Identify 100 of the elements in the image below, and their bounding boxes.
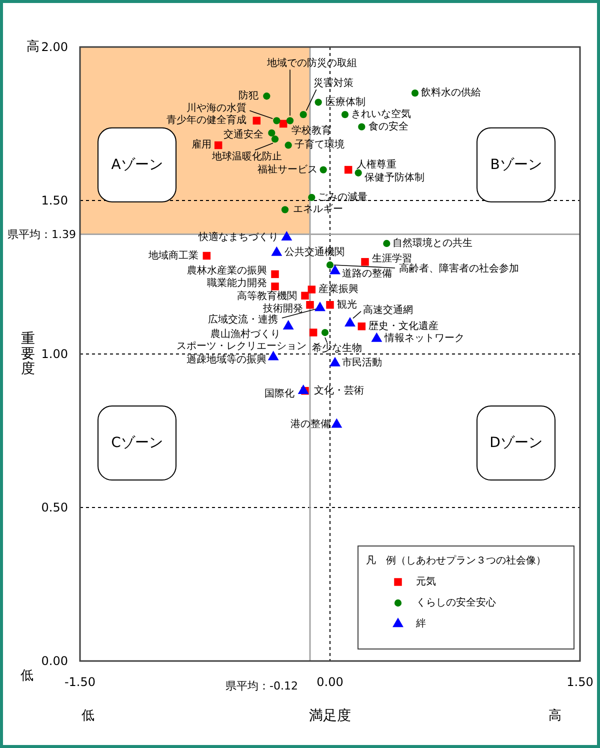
annotation: 防犯 — [238, 90, 259, 102]
point — [279, 120, 288, 128]
y-tick-label: 1.00 — [41, 347, 68, 361]
point — [284, 142, 292, 149]
point — [263, 92, 270, 100]
annotation: エネルギー — [293, 203, 343, 216]
point — [358, 123, 366, 130]
point — [268, 129, 276, 137]
point — [273, 117, 280, 124]
annotation: 雇用 — [191, 138, 212, 151]
x-tick-label: 1.50 — [566, 675, 594, 689]
annotation: 学校教育 — [291, 124, 332, 136]
ref-line-label: 県平均：-0.12 — [226, 680, 298, 692]
point — [371, 332, 382, 342]
ref-line-label: 県平均：1.39 — [8, 228, 76, 241]
point — [271, 282, 279, 290]
point — [252, 116, 261, 125]
point — [330, 264, 340, 274]
point — [271, 270, 279, 278]
annotation: 快適なまちづくり — [198, 230, 279, 243]
point — [344, 166, 352, 174]
point — [308, 194, 316, 201]
point — [298, 384, 309, 394]
point — [358, 322, 366, 330]
point — [286, 117, 294, 124]
point — [361, 258, 369, 266]
point — [330, 356, 340, 366]
annotation: 保健予防体制 — [364, 171, 424, 184]
legend-title: 凡 例（しあわせプラン３つの社会像） — [366, 554, 546, 566]
annotation: きれいな空気 — [351, 108, 411, 120]
annotation: 公共交通機関 — [284, 246, 345, 258]
legend-label: くらしの安全安心 — [416, 596, 496, 608]
point — [344, 316, 356, 326]
point — [331, 418, 342, 428]
point — [282, 320, 294, 330]
point — [308, 286, 316, 294]
legend-label: 絆 — [415, 618, 426, 630]
point — [326, 261, 334, 269]
point — [271, 136, 279, 143]
annotation: 福祉サービス — [257, 163, 318, 176]
legend-label: 元気 — [416, 576, 436, 588]
point — [411, 89, 419, 97]
annotation: 広域交流・連携 — [208, 313, 278, 326]
annotation: 飲料水の供給 — [421, 86, 481, 99]
point — [314, 302, 326, 312]
x-tick-label: -1.50 — [64, 675, 96, 689]
annotation: 地球温暖化防止 — [211, 150, 282, 163]
y-axis-title: 重要度 — [21, 331, 35, 377]
point — [383, 240, 390, 248]
annotation: 市民活動 — [342, 356, 382, 369]
annotation: 産業振興 — [318, 283, 359, 296]
annotation: 川や海の水質 — [186, 102, 247, 114]
annotation: 職業能力開発 — [207, 276, 267, 289]
annotation: 希少な生物 — [312, 342, 362, 354]
text: 高 — [26, 38, 40, 54]
annotation: 交通安全 — [224, 128, 264, 140]
annotation: 食の安全 — [368, 120, 409, 132]
annotation: 医療体制 — [325, 96, 366, 108]
annotation: Dゾーン — [490, 435, 542, 452]
y-tick-label: 2.00 — [41, 40, 68, 54]
y-tick-label: 0.00 — [41, 654, 68, 668]
annotation: 高速交通網 — [363, 304, 413, 316]
point — [306, 301, 314, 309]
annotation: 自然環境との共生 — [392, 236, 473, 249]
annotation: 生涯学習 — [372, 252, 412, 264]
annotation: スポーツ・レクリエーション — [176, 341, 306, 352]
point — [320, 166, 327, 174]
x-axis-title: 満足度 — [309, 708, 351, 724]
point — [314, 98, 322, 106]
annotation: 人権尊重 — [356, 158, 396, 170]
annotation: 港の整備 — [290, 418, 331, 430]
point — [309, 328, 318, 336]
point — [202, 252, 211, 260]
text: 低 — [20, 668, 34, 684]
point — [281, 231, 292, 241]
y-tick-label: 0.50 — [41, 500, 68, 514]
annotation: 国際化 — [264, 387, 294, 400]
point — [214, 141, 222, 150]
annotation: 歴史・文化遺産 — [368, 320, 439, 332]
point — [301, 292, 309, 300]
annotation: 農林水産業の振興 — [187, 264, 267, 277]
point — [326, 301, 334, 309]
point — [271, 246, 282, 256]
x-tick-label: 0.00 — [316, 675, 344, 689]
annotation: Aゾーン — [111, 156, 163, 173]
annotation: 情報ネットワーク — [384, 332, 465, 344]
point — [300, 110, 307, 118]
point — [354, 169, 362, 176]
point — [321, 328, 329, 336]
annotation: 高等教育機関 — [237, 290, 297, 302]
annotation: 農山漁村づくり — [210, 328, 280, 340]
annotation: Cゾーン — [111, 435, 163, 452]
text: 高 — [548, 708, 562, 724]
y-tick-label: 1.50 — [41, 194, 68, 208]
annotation: 高齢者、障害者の社会参加 — [399, 262, 519, 274]
point — [341, 110, 349, 118]
annotation: Bゾーン — [490, 156, 542, 173]
point — [268, 350, 279, 360]
annotation: 地域商工業 — [148, 249, 199, 262]
annotation: 観光 — [337, 298, 357, 310]
